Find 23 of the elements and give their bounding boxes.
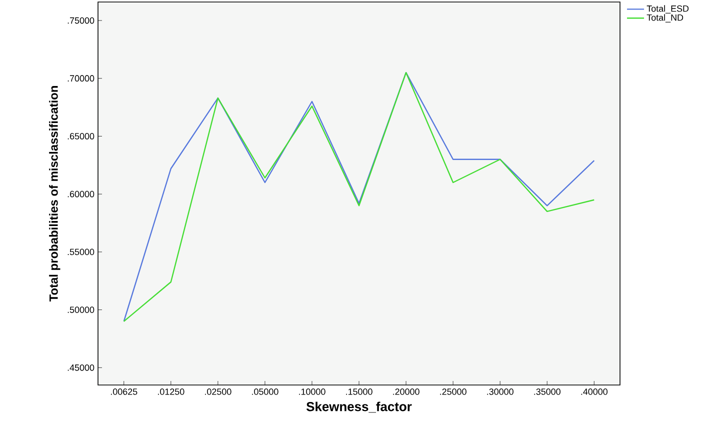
legend-label: Total_ND bbox=[646, 14, 684, 22]
x-tick-label: .25000 bbox=[440, 388, 466, 395]
x-tick-label: .00625 bbox=[110, 388, 138, 395]
y-tick-label: .70000 bbox=[68, 75, 94, 82]
x-tick-label: .35000 bbox=[534, 388, 560, 395]
x-axis-title: Skewness_factor bbox=[306, 402, 412, 413]
y-tick-label: .65000 bbox=[68, 133, 94, 140]
x-tick-label: .20000 bbox=[393, 388, 420, 395]
y-tick-label: .50000 bbox=[68, 306, 94, 313]
legend-label: Total_ESD bbox=[646, 5, 689, 14]
x-tick-label: .02500 bbox=[205, 388, 232, 395]
y-tick-label: .55000 bbox=[68, 248, 94, 256]
y-tick-label: .75000 bbox=[68, 17, 94, 24]
x-tick-label: .01250 bbox=[158, 388, 184, 395]
y-axis-title: Total probabilities of misclassification bbox=[49, 86, 60, 302]
x-tick-label: .30000 bbox=[487, 388, 514, 395]
x-tick-label: .10000 bbox=[299, 388, 326, 395]
y-tick-label: .45000 bbox=[68, 364, 94, 371]
x-tick-label: .05000 bbox=[252, 388, 278, 395]
x-tick-label: .40000 bbox=[581, 388, 608, 395]
line-series bbox=[123, 72, 595, 322]
y-tick-label: .60000 bbox=[68, 190, 94, 198]
x-tick-label: .15000 bbox=[346, 388, 372, 395]
